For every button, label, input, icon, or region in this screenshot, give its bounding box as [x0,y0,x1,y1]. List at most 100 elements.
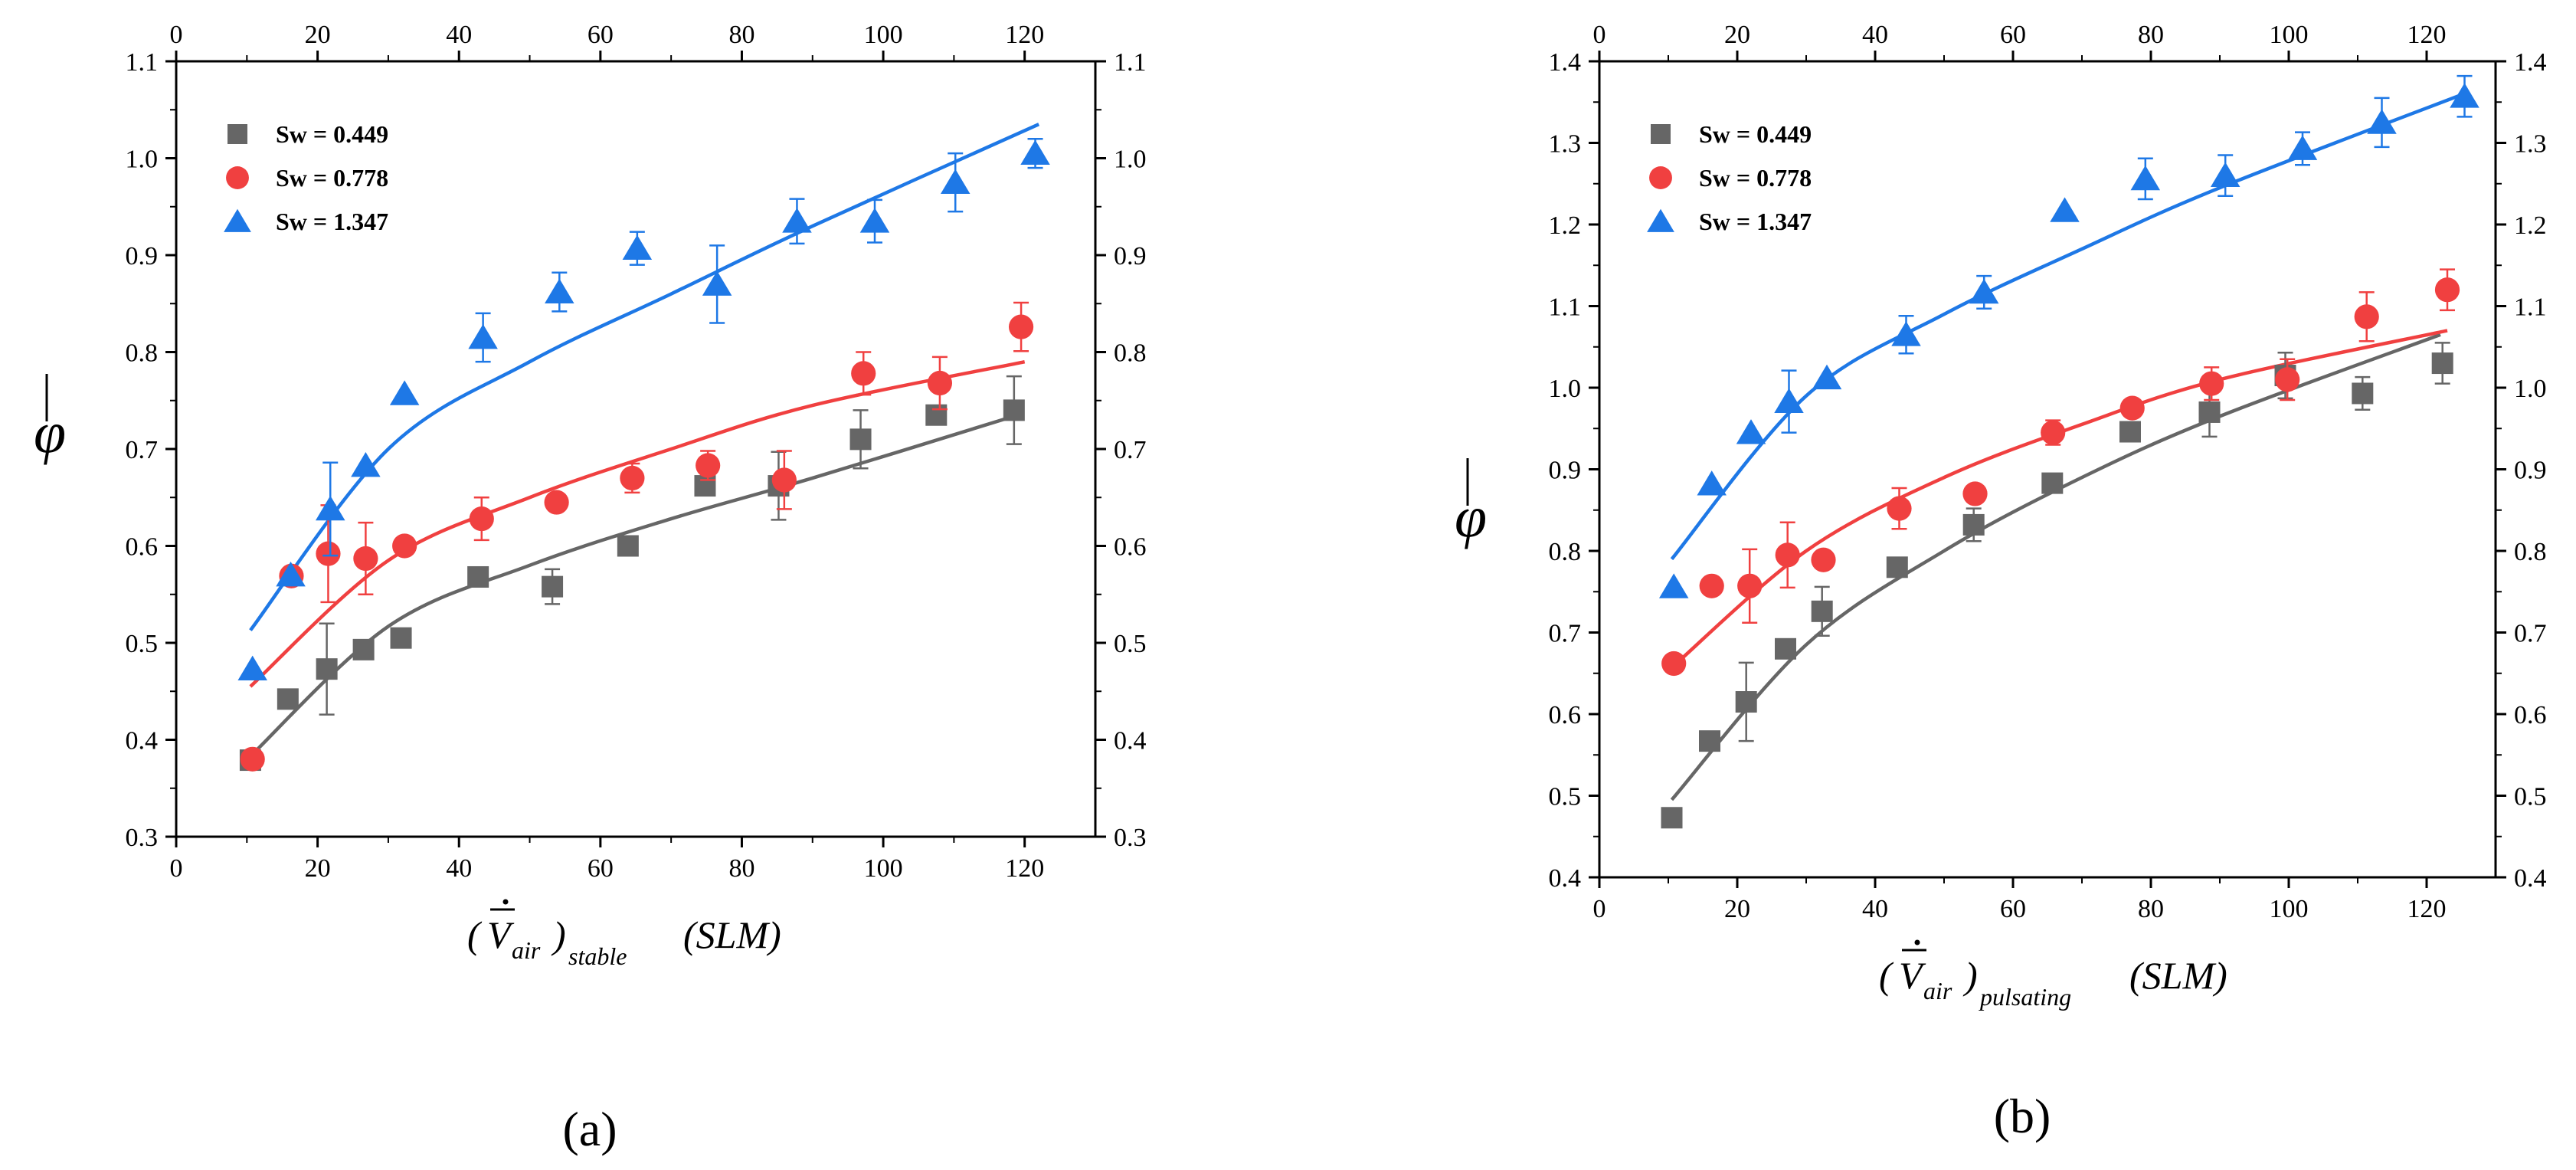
right-y-tick-label: 1.0 [2514,375,2547,403]
legend-label-3: Sw = 1.347 [1699,208,1812,235]
data-point-series-2 [851,361,876,386]
data-point-series-2 [2041,420,2066,445]
y-tick-label: 0.4 [1549,864,1582,893]
y-tick-label: 1.0 [1549,375,1582,403]
legend-label-1: Sw = 0.449 [276,120,388,148]
y-tick-label: 0.8 [1549,538,1582,566]
y-tick-label: 1.1 [1549,293,1582,322]
right-y-tick-label: 1.0 [1114,146,1147,174]
legend-label-2: Sw = 0.778 [276,164,388,192]
x-axis-label-sub1: air [512,936,541,964]
right-y-tick-label: 1.1 [2514,293,2547,322]
y-tick-label: 0.9 [126,242,159,270]
x-axis-label-open-paren: ( [1879,954,1894,997]
right-y-tick-label: 0.6 [2514,701,2547,729]
y-tick-label: 0.6 [126,533,159,562]
data-point-series-2 [1811,547,1836,572]
x-tick-label: 0 [1593,895,1606,923]
x-axis-label-sub1: air [1923,977,1952,1004]
y-tick-label: 0.8 [126,339,159,368]
data-point-series-2 [2434,277,2460,303]
y-tick-label: 1.3 [1549,130,1582,159]
y-tick-label: 1.2 [1549,211,1582,240]
x-axis-label-sub2: pulsating [1979,983,2071,1011]
top-x-tick-label: 80 [2138,21,2164,49]
chart-panel-a: 0 20 40 60 80 100 120 0 20 40 60 80 100 120 0.3 0.3 0.4 0… [34,21,1147,1156]
data-point-series-2 [316,541,341,566]
x-tick-label: 60 [588,854,614,883]
data-point-series-1 [2041,472,2064,494]
data-point-series-1 [277,688,299,710]
data-point-series-1 [1735,691,1757,713]
data-point-series-1 [849,428,872,451]
data-point-series-1 [2431,352,2453,375]
legend-marker-2 [1649,166,1672,189]
legend-marker-1 [227,124,247,144]
right-y-tick-label: 0.8 [2514,538,2547,566]
data-point-series-2 [1775,542,1800,568]
top-x-tick-label: 0 [1593,21,1606,49]
data-point-series-1 [352,638,375,660]
data-point-series-3 [2210,162,2240,187]
data-point-series-1 [316,658,338,680]
right-y-tick-label: 0.4 [1114,727,1147,755]
data-point-series-3 [1812,364,1842,390]
data-point-series-3 [1020,139,1050,166]
data-point-series-2 [1737,573,1763,598]
data-point-series-2 [2275,367,2300,392]
top-x-tick-label: 120 [1005,21,1044,49]
y-tick-label: 0.9 [1549,457,1582,485]
top-x-tick-label: 0 [170,21,183,49]
x-axis-label-dot [1914,939,1920,946]
data-point-series-1 [1886,556,1908,578]
data-point-series-2 [2354,304,2379,329]
data-point-series-2 [620,465,645,491]
right-y-tick-label: 1.3 [2514,130,2547,159]
x-tick-label: 60 [2000,895,2026,923]
y-tick-label: 0.7 [1549,620,1582,648]
data-point-series-3 [351,452,381,477]
data-point-series-2 [2199,371,2224,396]
x-axis-label-close-paren: ) [551,913,566,956]
data-point-series-3 [468,324,498,349]
data-point-series-3 [2287,135,2318,160]
legend-marker-3 [1647,208,1674,232]
fit-curve-series-1 [1670,333,2441,801]
top-x-tick-label: 20 [1724,21,1750,49]
data-point-series-2 [469,506,494,532]
data-point-series-1 [1003,399,1025,421]
data-point-series-3 [389,380,420,405]
legend-label-1: Sw = 0.449 [1699,120,1812,148]
data-point-series-2 [544,490,569,515]
data-point-series-3 [2050,197,2080,222]
data-point-series-2 [1699,573,1724,598]
data-point-series-2 [1962,481,1988,506]
data-point-series-2 [1887,496,1912,521]
data-point-series-1 [617,535,639,557]
data-point-series-3 [276,561,306,587]
top-x-tick-label: 60 [588,21,614,49]
data-point-series-2 [696,453,721,478]
panel-label: (a) [562,1102,617,1156]
data-point-series-3 [1774,388,1804,413]
x-tick-label: 0 [170,854,183,883]
x-axis-label-open-paren: ( [467,913,483,956]
x-axis-label-unit: (SLM) [683,913,781,956]
right-y-tick-label: 0.3 [1114,824,1147,852]
data-point-series-3 [702,270,732,296]
data-point-series-1 [390,627,412,649]
data-point-series-3 [2450,83,2479,108]
data-point-series-1 [467,565,489,588]
right-y-tick-label: 0.8 [1114,339,1147,368]
x-tick-label: 120 [1005,854,1044,883]
x-tick-label: 20 [305,854,331,883]
data-point-series-3 [1736,419,1766,444]
right-y-tick-label: 1.1 [1114,48,1147,77]
data-point-series-3 [1891,321,1921,346]
data-point-series-3 [859,208,890,233]
y-tick-label: 1.4 [1549,48,1582,77]
x-axis-label-symbol: V [487,913,515,956]
data-point-series-2 [1008,314,1034,339]
data-point-series-3 [315,495,345,521]
